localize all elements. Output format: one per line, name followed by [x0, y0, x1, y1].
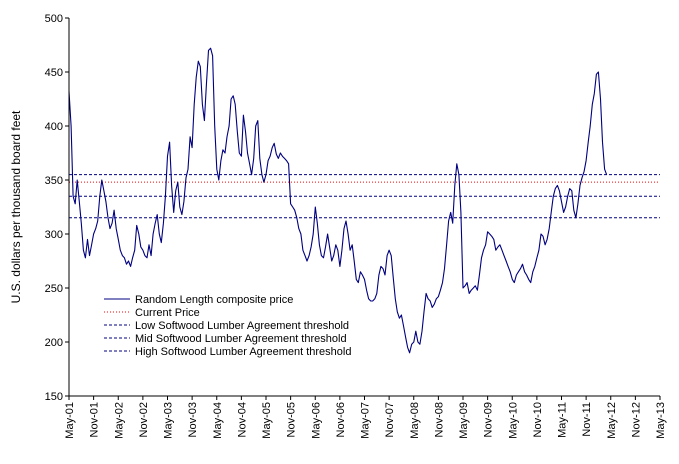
x-tick-label: Nov-11 — [581, 402, 593, 437]
y-tick-label: 200 — [45, 337, 63, 349]
legend-label: Low Softwood Lumber Agreement threshold — [135, 320, 349, 332]
y-tick-label: 250 — [45, 283, 63, 295]
threshold-layer — [69, 174, 660, 219]
x-tick-label: May-10 — [507, 402, 519, 439]
x-tick-label: Nov-09 — [483, 402, 495, 437]
x-ticks: May-01 Nov-01 May-02 Nov-02 May-03 Nov-03 May-… — [64, 396, 667, 439]
legend-label: Mid Softwood Lumber Agreement threshold — [135, 333, 347, 345]
x-tick-label: Nov-10 — [532, 402, 544, 437]
legend-label: High Softwood Lumber Agreement threshold — [135, 346, 351, 358]
x-tick-label: May-07 — [360, 402, 372, 439]
x-tick-label: May-13 — [655, 402, 667, 439]
x-tick-label: May-11 — [557, 402, 569, 438]
y-tick-label: 500 — [45, 13, 63, 25]
x-tick-label: Nov-02 — [138, 402, 150, 437]
y-tick-label: 150 — [45, 391, 63, 403]
x-tick-label: May-06 — [310, 402, 322, 439]
composite-price-line — [68, 47, 608, 354]
legend-label: Current Price — [135, 307, 200, 319]
y-tick-label: 350 — [45, 175, 63, 187]
x-tick-label: May-01 — [64, 402, 76, 439]
x-tick-label: Nov-01 — [89, 402, 101, 437]
x-tick-label: Nov-03 — [187, 402, 199, 437]
x-tick-label: May-12 — [606, 402, 618, 439]
legend-label: Random Length composite price — [135, 294, 293, 306]
x-tick-label: Nov-12 — [630, 402, 642, 437]
x-tick-label: May-02 — [113, 402, 125, 439]
x-tick-label: May-09 — [458, 402, 470, 439]
y-tick-label: 400 — [45, 121, 63, 133]
x-tick-label: May-04 — [212, 402, 224, 439]
x-tick-label: Nov-05 — [286, 402, 298, 437]
y-tick-label: 450 — [45, 67, 63, 79]
y-axis-title: U.S. dollars per thousand board feet — [9, 110, 23, 303]
x-tick-label: Nov-07 — [384, 402, 396, 437]
x-tick-label: May-05 — [261, 402, 273, 439]
y-tick-label: 300 — [45, 229, 63, 241]
x-tick-label: Nov-08 — [433, 402, 445, 437]
x-tick-label: May-03 — [163, 402, 175, 439]
x-tick-label: May-08 — [409, 402, 421, 439]
y-ticks: 150 200 250 300 350 400 450 500 — [45, 13, 69, 403]
x-tick-label: Nov-06 — [335, 402, 347, 437]
x-tick-label: Nov-04 — [236, 402, 248, 437]
